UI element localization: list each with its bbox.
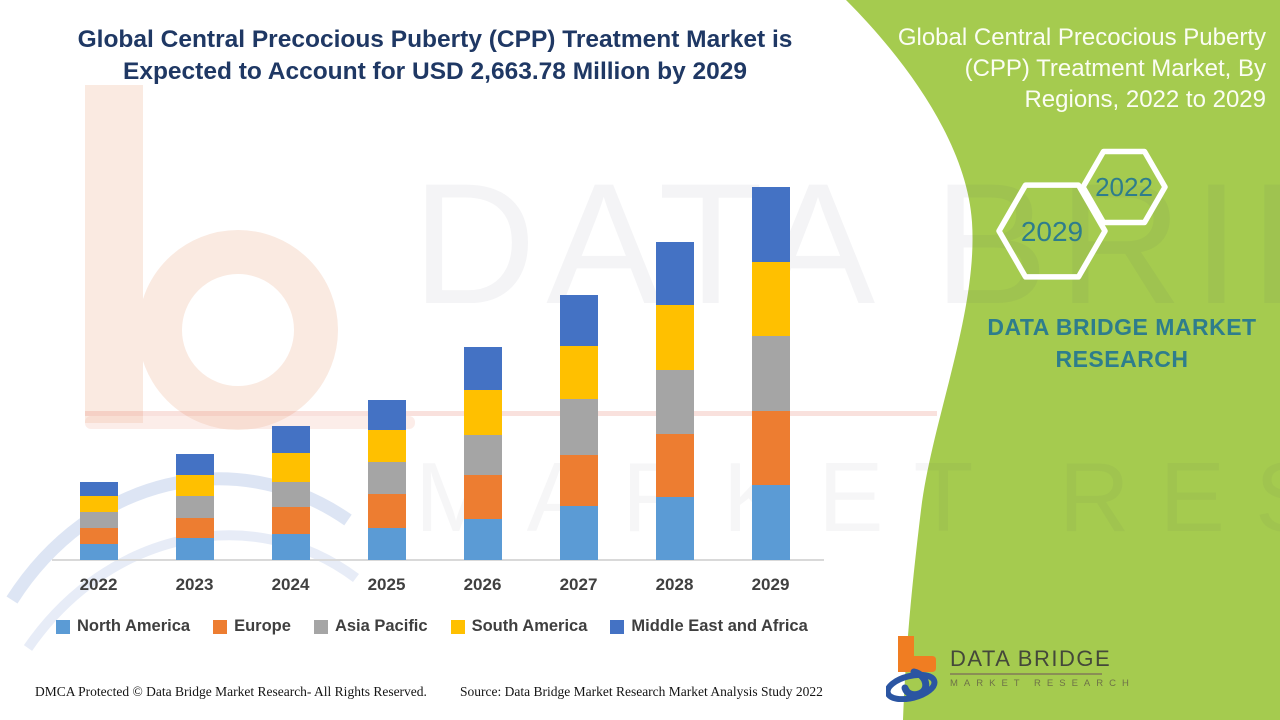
bar-segment <box>367 493 406 529</box>
footer-logo-title: DATA BRIDGE <box>950 646 1112 671</box>
bar-segment <box>751 484 790 560</box>
bar-segment <box>79 511 118 529</box>
bar-segment <box>751 187 790 262</box>
legend-item: South America <box>450 617 588 636</box>
bar-segment <box>655 369 694 435</box>
bar-segment <box>175 474 214 497</box>
chart-legend: North America Europe Asia Pacific South Ame… <box>56 617 808 636</box>
bar-segment <box>271 506 310 535</box>
bar-segment <box>559 399 598 455</box>
bar-2028 <box>655 241 694 560</box>
bar-segment <box>79 495 118 512</box>
page-title-line2: Expected to Account for USD 2,663.78 Mil… <box>122 58 748 85</box>
bar-segment <box>367 400 406 430</box>
legend-swatch-icon <box>610 619 625 634</box>
bar-2027 <box>559 295 598 560</box>
bar-segment <box>175 453 214 475</box>
bar-segment <box>751 336 790 412</box>
side-panel-title-line1: Global Central Precocious Puberty <box>897 24 1266 51</box>
bar-segment <box>463 389 502 436</box>
page-title: Global Central Precocious Puberty (CPP) … <box>55 24 815 88</box>
legend-swatch-icon <box>313 619 328 634</box>
bar-2029 <box>751 187 790 560</box>
legend-swatch-icon <box>450 619 465 634</box>
hexagon-2029 <box>996 182 1108 280</box>
legend-label: Middle East and Africa <box>631 617 808 635</box>
bar-segment <box>367 528 406 560</box>
bar-segment <box>559 506 598 560</box>
footer-logo: DATA BRIDGE MARKET RESEARCH <box>886 634 1135 702</box>
footer-logo-subtitle: MARKET RESEARCH <box>950 678 1135 689</box>
bar-segment <box>175 518 214 539</box>
x-axis-line <box>52 559 824 561</box>
bar-segment <box>655 434 694 497</box>
footer-source-text: Source: Data Bridge Market Research Mark… <box>460 684 823 699</box>
bar-segment <box>463 435 502 475</box>
x-axis-label: 2026 <box>463 575 502 594</box>
side-panel-title-line2: (CPP) Treatment Market, By <box>964 55 1266 82</box>
bar-segment <box>79 544 118 560</box>
data-bridge-logo-icon <box>886 636 938 702</box>
watermark-text-marketresearch: MARKET RESEARCH <box>415 442 1280 552</box>
bar-segment <box>175 496 214 519</box>
legend-item: North America <box>56 617 190 636</box>
legend-swatch-icon <box>56 619 70 634</box>
x-axis-label: 2024 <box>271 575 310 594</box>
bar-segment <box>559 345 598 400</box>
bar-segment <box>271 481 310 507</box>
hexagon-year-2029: 2029 <box>1021 216 1083 247</box>
legend-item: Asia Pacific <box>313 617 428 636</box>
hexagon-year-2022: 2022 <box>1095 172 1153 202</box>
hexagon-badges: 2022 2029 <box>996 148 1168 280</box>
x-axis-label: 2023 <box>175 575 214 594</box>
x-axis-label: 2025 <box>367 575 406 594</box>
bar-segment <box>655 496 694 560</box>
brand-text-line1: DATA BRIDGE MARKET <box>987 314 1257 340</box>
bar-segment <box>463 346 502 390</box>
side-panel-title: Global Central Precocious Puberty (CPP) … <box>890 22 1266 115</box>
bar-segment <box>751 411 790 485</box>
bar-segment <box>463 519 502 560</box>
footer-dmca-text: DMCA Protected © Data Bridge Market Rese… <box>35 684 427 699</box>
hexagon-2022 <box>1080 148 1168 226</box>
bar-segment <box>655 241 694 306</box>
bar-segment <box>655 305 694 370</box>
legend-label: North America <box>77 617 191 635</box>
legend-item: Europe <box>213 617 291 636</box>
bar-segment <box>367 429 406 462</box>
legend-label: South America <box>471 617 588 635</box>
bar-segment <box>271 453 310 482</box>
bar-2023 <box>175 453 214 560</box>
bar-segment <box>463 474 502 520</box>
x-axis-label: 2028 <box>655 575 694 594</box>
bar-segment <box>271 534 310 560</box>
legend-item: Middle East and Africa <box>610 617 808 636</box>
x-axis-label: 2027 <box>559 575 598 594</box>
x-axis-label: 2029 <box>751 575 790 594</box>
bar-segment <box>79 528 118 545</box>
bar-2026 <box>463 346 502 560</box>
bar-segment <box>175 538 214 560</box>
legend-label: Europe <box>234 617 291 635</box>
bar-segment <box>367 461 406 494</box>
bar-segment <box>559 295 598 346</box>
bar-2024 <box>271 426 310 560</box>
watermark-text-databridge: DATA BRIDGE <box>412 148 1280 340</box>
bar-segment <box>271 426 310 454</box>
bar-segment <box>559 454 598 507</box>
legend-swatch-icon <box>213 619 228 634</box>
footer-logo-divider <box>950 673 1102 675</box>
page-title-line1: Global Central Precocious Puberty (CPP) … <box>77 26 793 53</box>
bar-2025 <box>367 400 406 560</box>
brand-text: DATA BRIDGE MARKET RESEARCH <box>947 311 1280 375</box>
brand-text-line2: RESEARCH <box>1055 346 1189 372</box>
side-panel-title-line3: Regions, 2022 to 2029 <box>1024 86 1266 113</box>
bar-2022 <box>79 481 118 560</box>
x-axis-label: 2022 <box>79 575 118 594</box>
bar-segment <box>751 261 790 337</box>
bar-segment <box>79 481 118 496</box>
legend-label: Asia Pacific <box>334 617 428 635</box>
